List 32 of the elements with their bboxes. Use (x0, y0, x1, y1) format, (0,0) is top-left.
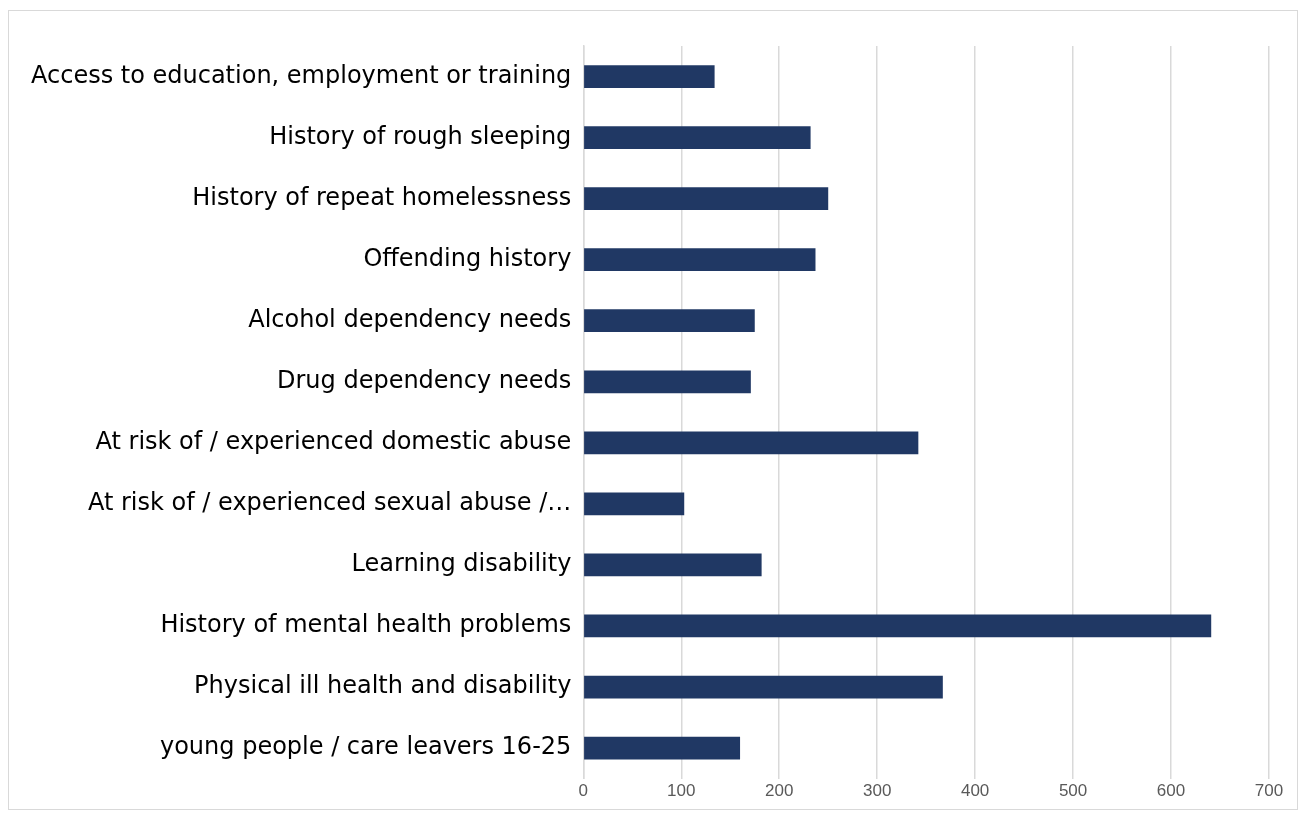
y-tick-label: Learning disability (351, 549, 572, 578)
x-tick-label: 0 (578, 781, 589, 801)
x-tick-label: 200 (765, 781, 794, 801)
y-tick-label: History of repeat homelessness (192, 182, 572, 211)
bar (584, 309, 755, 333)
x-tick-label: 500 (1058, 781, 1088, 801)
x-tick-label: 700 (1254, 781, 1284, 801)
y-tick-label: At risk of / experienced sexual abuse /… (87, 488, 572, 517)
x-tick-label: 300 (863, 781, 892, 801)
x-tick-label: 600 (1156, 781, 1186, 801)
y-tick-label: Alcohol dependency needs (248, 304, 572, 333)
x-tick-label: 100 (667, 781, 696, 801)
bar (584, 736, 741, 760)
bar (584, 675, 943, 699)
y-tick-label: At risk of / experienced domestic abuse (95, 427, 572, 456)
bar (584, 126, 811, 149)
bar (584, 248, 816, 272)
bar (584, 65, 715, 88)
y-tick-label: Drug dependency needs (276, 366, 572, 395)
bar (584, 370, 751, 394)
x-tick-label: 400 (960, 781, 990, 801)
y-tick-label: young people / care leavers 16-25 (159, 732, 572, 761)
bar (584, 553, 762, 577)
bar (584, 614, 1212, 638)
bar (584, 492, 685, 516)
y-tick-label: Access to education, employment or training (31, 60, 572, 89)
y-tick-label: History of mental health problems (160, 610, 572, 639)
y-tick-label: Physical ill health and disability (194, 671, 572, 700)
y-tick-label: Offending history (363, 243, 572, 272)
bar (584, 187, 829, 210)
bar (584, 431, 919, 455)
y-tick-label: History of rough sleeping (269, 121, 572, 150)
